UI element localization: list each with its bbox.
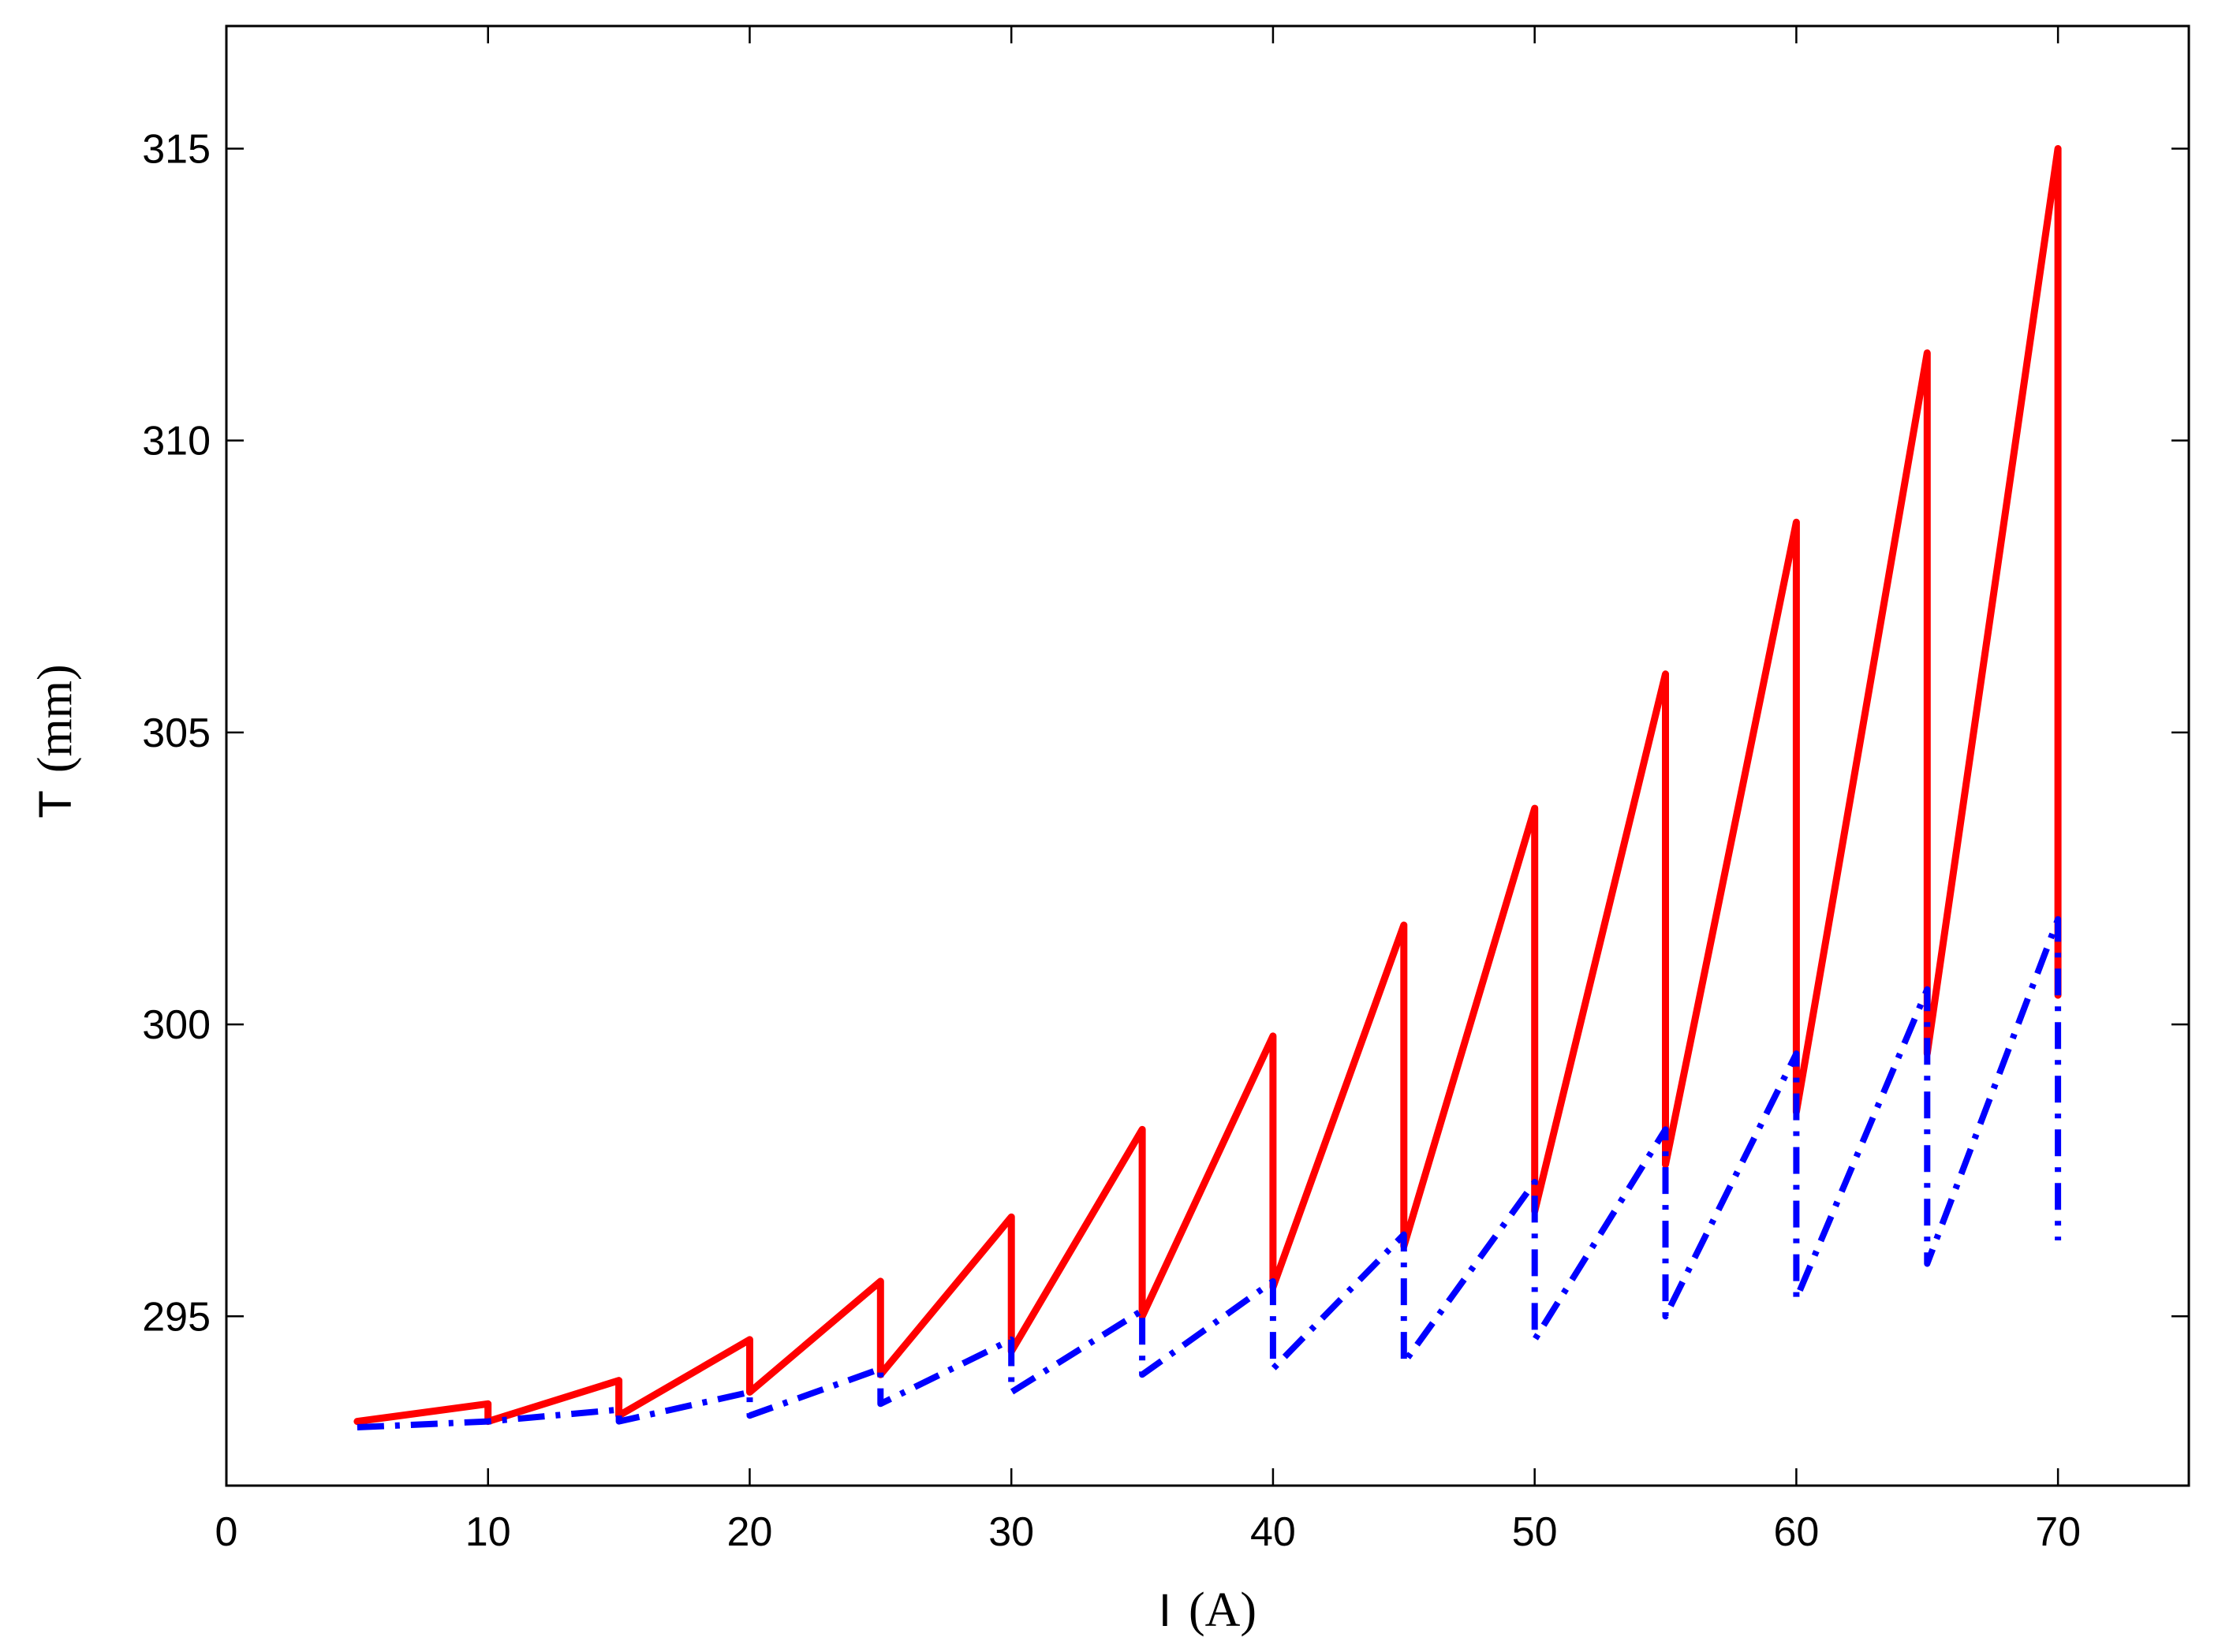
x-tick-label: 30 <box>988 1509 1034 1555</box>
y-tick-label: 315 <box>142 126 211 172</box>
x-tick-label: 0 <box>215 1509 238 1555</box>
y-tick-label: 300 <box>142 1002 211 1048</box>
y-ticks: 295 300 305 310 315 <box>142 126 2189 1340</box>
plot-frame <box>225 24 2190 1487</box>
x-tick-label: 20 <box>727 1509 773 1555</box>
series-line-1 <box>353 145 2062 1426</box>
y-tick-label: 305 <box>142 710 211 756</box>
series-line-2 <box>357 915 2062 1430</box>
y-axis-label-var: T <box>30 790 81 818</box>
x-ticks: 0 10 20 30 40 50 60 70 <box>215 26 2081 1555</box>
y-tick-label: 295 <box>142 1294 211 1340</box>
plot-background <box>226 26 2189 1486</box>
y-tick-label: 310 <box>142 419 211 464</box>
x-tick-label: 70 <box>2035 1509 2081 1555</box>
x-axis-label-var: I <box>1159 1585 1171 1636</box>
series-layer <box>353 145 2062 1430</box>
x-tick-label: 10 <box>465 1509 511 1555</box>
y-axis-label-unit: (mm) <box>28 664 82 773</box>
x-axis-label-unit: (A) <box>1189 1583 1256 1637</box>
y-axis-label: T (mm) <box>28 664 82 818</box>
x-tick-label: 50 <box>1512 1509 1558 1555</box>
x-tick-label: 60 <box>1773 1509 1819 1555</box>
x-axis-label: I (A) <box>1159 1583 1256 1637</box>
x-tick-label: 40 <box>1250 1509 1296 1555</box>
